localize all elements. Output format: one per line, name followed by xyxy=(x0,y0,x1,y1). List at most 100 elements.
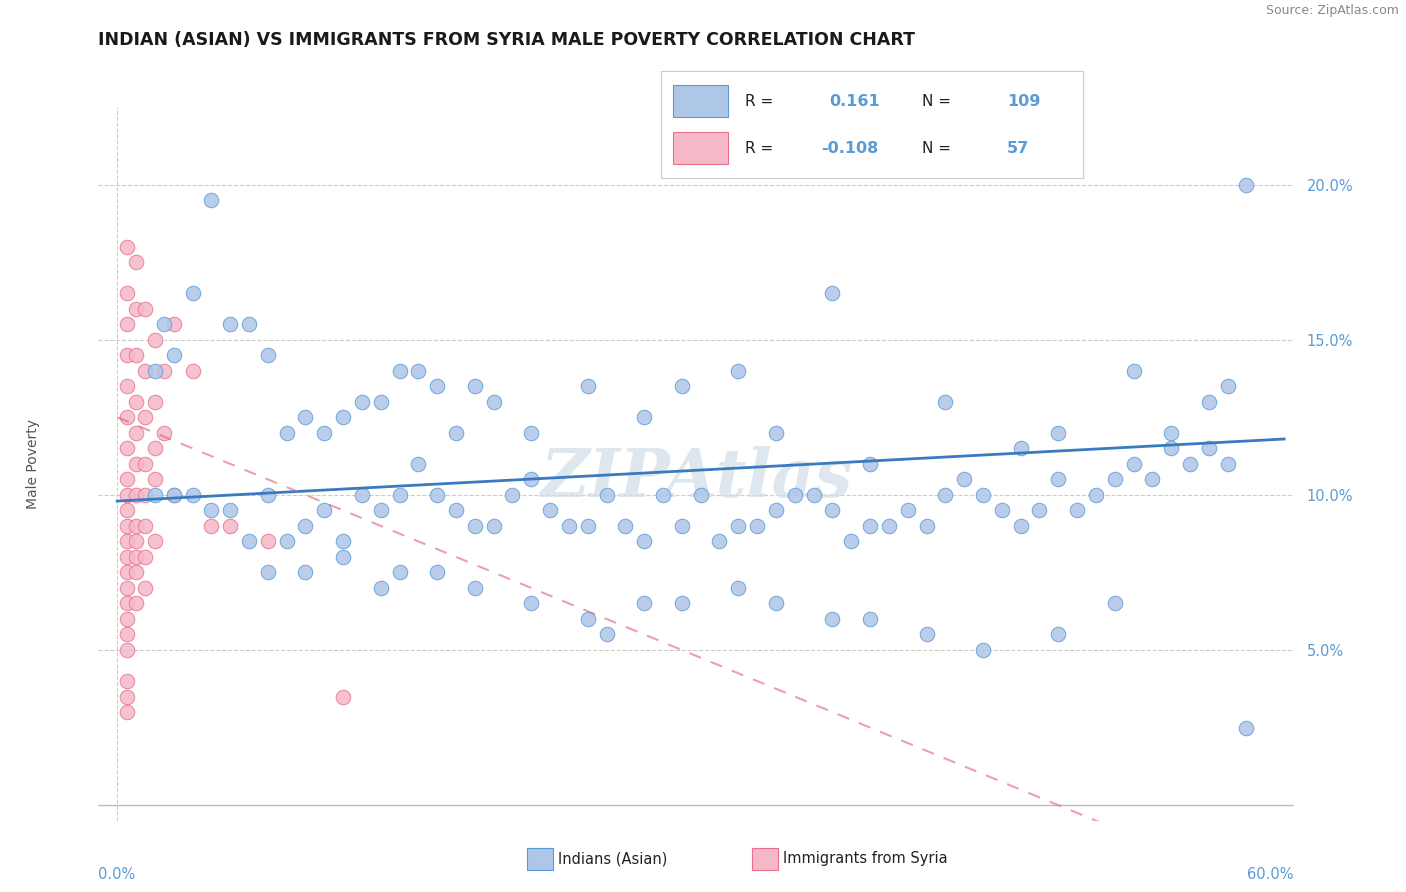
Point xyxy=(821,503,844,517)
Text: N =: N = xyxy=(922,94,952,109)
Point xyxy=(134,301,156,316)
Point xyxy=(134,581,156,595)
Point xyxy=(576,612,599,626)
Point xyxy=(370,394,392,409)
Text: INDIAN (ASIAN) VS IMMIGRANTS FROM SYRIA MALE POVERTY CORRELATION CHART: INDIAN (ASIAN) VS IMMIGRANTS FROM SYRIA … xyxy=(98,31,915,49)
Point xyxy=(877,519,900,533)
Point xyxy=(1198,442,1220,456)
Point xyxy=(1142,472,1164,486)
Point xyxy=(1216,379,1239,393)
Point xyxy=(709,534,731,549)
Point xyxy=(482,394,505,409)
Point xyxy=(115,317,138,331)
Point xyxy=(859,457,882,471)
Point xyxy=(972,643,994,657)
Point xyxy=(464,519,486,533)
Point xyxy=(520,425,543,440)
Point xyxy=(444,425,467,440)
Point xyxy=(1236,178,1258,192)
Point xyxy=(153,364,176,378)
Point xyxy=(464,581,486,595)
Point xyxy=(1122,364,1144,378)
Text: R =: R = xyxy=(745,94,773,109)
Point xyxy=(934,394,956,409)
Point xyxy=(1122,457,1144,471)
Point xyxy=(115,612,138,626)
Text: -0.108: -0.108 xyxy=(821,141,879,156)
Text: R =: R = xyxy=(745,141,773,156)
Point xyxy=(727,581,749,595)
Point xyxy=(839,534,862,549)
Point xyxy=(125,549,148,564)
Point xyxy=(115,240,138,254)
Point xyxy=(256,348,278,362)
Point xyxy=(134,410,156,425)
Point xyxy=(143,472,166,486)
Point xyxy=(538,503,561,517)
Point xyxy=(1028,503,1050,517)
Point xyxy=(314,425,336,440)
Point xyxy=(671,597,693,611)
Point xyxy=(501,488,523,502)
Point xyxy=(1010,442,1032,456)
Point xyxy=(163,488,186,502)
Point xyxy=(558,519,581,533)
Bar xyxy=(673,86,728,118)
Point xyxy=(115,705,138,719)
Point xyxy=(633,534,655,549)
Point xyxy=(125,425,148,440)
Point xyxy=(350,488,373,502)
Point xyxy=(595,627,617,641)
Point xyxy=(821,286,844,301)
Point xyxy=(934,488,956,502)
Point xyxy=(256,534,278,549)
Point xyxy=(765,503,787,517)
Text: 0.161: 0.161 xyxy=(830,94,880,109)
Point xyxy=(134,457,156,471)
Point xyxy=(482,519,505,533)
Point xyxy=(408,364,430,378)
Point xyxy=(1010,519,1032,533)
Point xyxy=(163,317,186,331)
Point xyxy=(181,286,204,301)
Point xyxy=(633,597,655,611)
Point xyxy=(125,519,148,533)
Text: N =: N = xyxy=(922,141,952,156)
Point xyxy=(991,503,1014,517)
Point xyxy=(115,503,138,517)
Point xyxy=(915,627,938,641)
Point xyxy=(153,425,176,440)
Point xyxy=(520,472,543,486)
Text: ZIPAtlas: ZIPAtlas xyxy=(540,446,852,510)
Point xyxy=(953,472,976,486)
Point xyxy=(444,503,467,517)
Point xyxy=(115,519,138,533)
Point xyxy=(576,519,599,533)
Point xyxy=(134,488,156,502)
Point xyxy=(821,612,844,626)
Point xyxy=(633,410,655,425)
Point xyxy=(238,317,260,331)
Point xyxy=(576,379,599,393)
Point xyxy=(115,643,138,657)
Point xyxy=(294,566,316,580)
Point xyxy=(219,519,242,533)
Point xyxy=(426,566,449,580)
Point xyxy=(859,519,882,533)
Point xyxy=(1047,425,1070,440)
Point xyxy=(314,503,336,517)
Point xyxy=(408,457,430,471)
Point xyxy=(1216,457,1239,471)
Point xyxy=(1178,457,1201,471)
Point xyxy=(370,503,392,517)
Point xyxy=(350,394,373,409)
Point xyxy=(897,503,920,517)
Point xyxy=(464,379,486,393)
Point xyxy=(200,519,222,533)
Point xyxy=(1104,597,1126,611)
Point xyxy=(276,534,298,549)
Point xyxy=(200,193,222,207)
Point xyxy=(727,364,749,378)
Point xyxy=(332,534,354,549)
Point xyxy=(276,425,298,440)
